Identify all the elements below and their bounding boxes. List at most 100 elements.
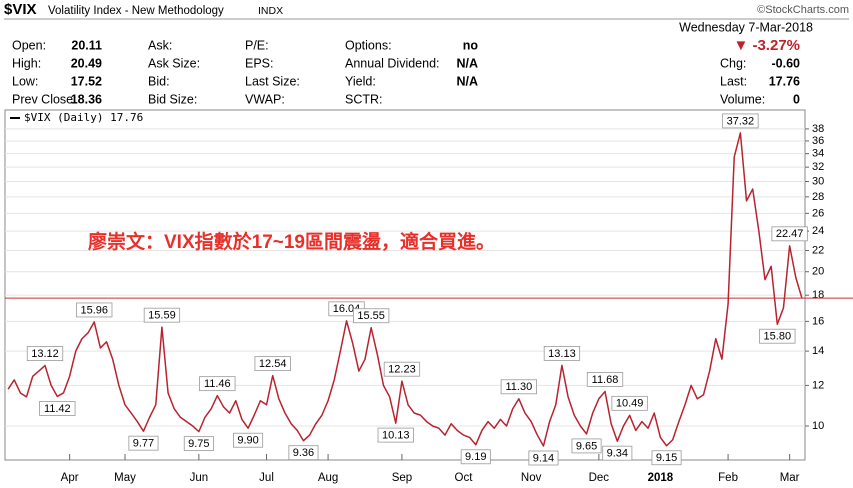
exchange: INDX [258,5,283,17]
quote-label: Last: [720,74,747,88]
y-tick-label: 26 [812,207,824,219]
quote-cell: SCTR: [345,92,383,106]
x-tick-label: Aug [318,472,338,484]
y-tick-label: 14 [812,345,824,357]
legend-label: $VIX (Daily) 17.76 [24,111,143,124]
quote-cell: Options: [345,38,392,52]
y-tick-label: 12 [812,379,824,391]
y-tick-label: 34 [812,148,824,160]
value-label: 9.77 [133,438,154,450]
value-label: 10.13 [382,430,410,442]
value-label: 12.54 [259,358,287,370]
value-label-box [254,356,291,372]
y-tick-label: 36 [812,135,824,147]
value-label-box [771,226,808,242]
quote-cell: P/E: [245,38,269,52]
x-tick-label: Oct [455,472,474,484]
value-label-box [528,450,559,466]
quote-value: -0.60 [772,56,801,70]
value-label: 15.96 [80,304,108,316]
quote-cell: High: [12,56,41,70]
quote-cell: Bid: [148,74,170,88]
value-label-box [183,436,214,452]
y-tick-label: 32 [812,161,824,173]
quote-cell: N/A [456,74,478,88]
value-label: 9.15 [656,452,677,464]
quote-value: 17.76 [769,74,800,88]
y-tick-label: 16 [812,315,824,327]
symbol: $VIX [4,1,37,18]
value-label-box [377,427,414,443]
quote-cell: Yield: [345,74,376,88]
plot-frame [4,109,806,461]
value-label-box [199,376,236,392]
value-label-box [602,445,633,461]
value-label: 11.30 [505,381,532,393]
quote-cell: Bid Size: [148,92,197,106]
value-label: 13.12 [31,348,59,360]
annotation: 廖崇文：VIX指數於17~19區間震盪，適合買進。 [88,230,495,253]
x-tick-label: May [114,472,136,484]
quote-label: Chg: [720,56,746,70]
y-tick-label: 30 [812,175,824,187]
change-pct: ▼ -3.27% [733,37,800,54]
y-tick-label: 20 [812,266,824,278]
value-label-box [722,113,759,129]
value-label: 11.46 [204,378,231,390]
x-tick-label: Jul [259,472,274,484]
value-label-box [651,450,682,466]
value-label-box [500,379,537,395]
value-label-box [143,307,181,323]
quote-cell: Open: [12,38,46,52]
quote-cell: VWAP: [245,92,285,106]
security-name: Volatility Index - New Methodology [48,5,224,17]
value-label-box [288,445,319,461]
quote-cell: Prev Close: [12,92,77,106]
value-label: 11.68 [592,374,619,386]
value-label-box [586,372,624,387]
x-tick-label: Apr [61,472,79,484]
x-tick-label: Mar [780,472,800,484]
quote-cell: EPS: [245,56,274,70]
value-label-box [543,345,581,361]
value-label: 10.49 [616,398,644,410]
quote-cell: Ask: [148,38,172,52]
value-label: 9.19 [465,451,486,463]
price-line [7,132,803,447]
value-label: 37.32 [727,115,755,127]
quote-cell: 20.49 [71,56,102,70]
y-tick-label: 38 [812,123,824,135]
quote-cell: Last Size: [245,74,300,88]
value-label-box [353,308,390,324]
quote-date: Wednesday 7-Mar-2018 [679,20,813,34]
value-label: 15.80 [764,331,792,343]
value-label-box [26,346,64,361]
value-label: 9.65 [576,440,597,452]
y-tick-label: 10 [812,420,824,432]
value-label-box [460,449,491,465]
quote-cell: 20.11 [71,38,102,52]
y-tick-label: 28 [812,191,824,203]
y-tick-label: 22 [812,244,824,256]
value-label: 11.42 [44,403,71,415]
value-label: 9.34 [607,448,628,460]
y-tick-label: 18 [812,289,824,301]
value-label: 12.23 [388,364,416,376]
value-label: 9.90 [237,435,258,447]
x-tick-label: Jun [190,472,209,484]
x-tick-label: Dec [589,472,610,484]
value-label: 15.59 [148,310,176,322]
quote-cell: Annual Dividend: [345,56,440,70]
value-label-box [233,432,264,448]
y-tick-label: 24 [812,225,824,237]
value-label: 13.13 [548,348,576,360]
value-label-box [76,302,113,318]
value-label-box [383,361,421,377]
value-label: 15.55 [357,310,385,322]
quote-cell: no [463,38,479,52]
value-label-box [128,435,159,451]
source: ©StockCharts.com [757,4,849,16]
value-label-box [611,395,648,411]
